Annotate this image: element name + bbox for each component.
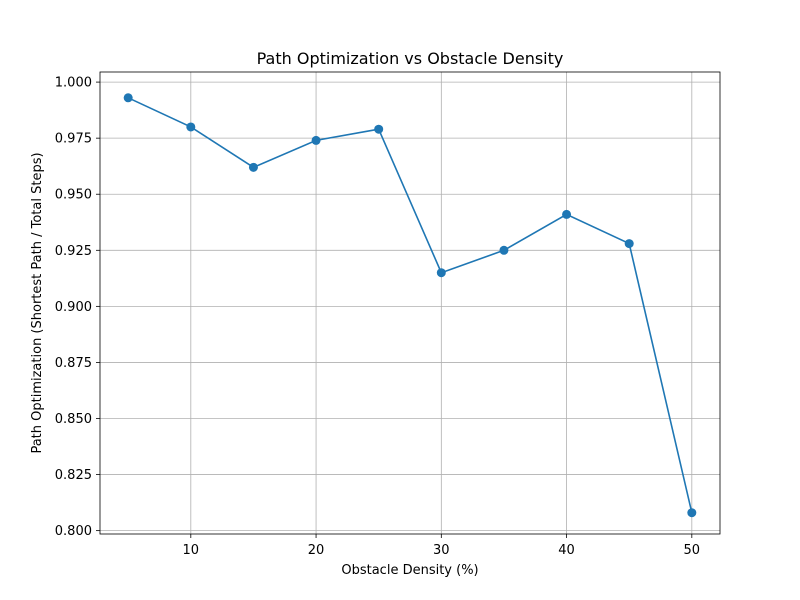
plot-frame (99, 71, 721, 535)
y-tick-label: 0.925 (55, 244, 92, 259)
grid-lines (100, 72, 720, 534)
chart-title: Path Optimization vs Obstacle Density (257, 49, 564, 68)
y-axis-label: Path Optimization (Shortest Path / Total… (30, 152, 45, 453)
series-line (127, 97, 693, 513)
data-point (374, 124, 384, 134)
x-tick-label: 20 (308, 543, 325, 558)
data-point (687, 508, 697, 518)
y-tick-label: 0.875 (55, 356, 92, 371)
y-tick-label: 0.975 (55, 132, 92, 147)
x-axis-ticks: 10 20 30 40 50 (183, 534, 701, 558)
x-tick-label: 40 (558, 543, 575, 558)
data-point (436, 268, 446, 278)
data-point (248, 162, 258, 172)
x-tick-label: 50 (684, 543, 701, 558)
series-layer (123, 93, 697, 518)
y-tick-label: 0.825 (55, 468, 92, 483)
y-tick-label: 1.000 (55, 76, 92, 91)
x-axis-label: Obstacle Density (%) (341, 563, 478, 578)
y-tick-label: 0.950 (55, 188, 92, 203)
data-point (311, 135, 321, 145)
data-point (499, 245, 509, 255)
data-point (624, 239, 634, 249)
y-axis-ticks: 0.800 0.825 0.850 0.875 0.900 0.925 0.950 0.975… (55, 76, 100, 539)
y-tick-label: 0.800 (55, 524, 92, 539)
x-tick-label: 10 (183, 543, 200, 558)
data-point (123, 93, 133, 103)
data-point (186, 122, 196, 132)
data-point (562, 209, 572, 219)
x-tick-label: 30 (433, 543, 450, 558)
y-tick-label: 0.850 (55, 412, 92, 427)
y-tick-label: 0.900 (55, 300, 92, 315)
